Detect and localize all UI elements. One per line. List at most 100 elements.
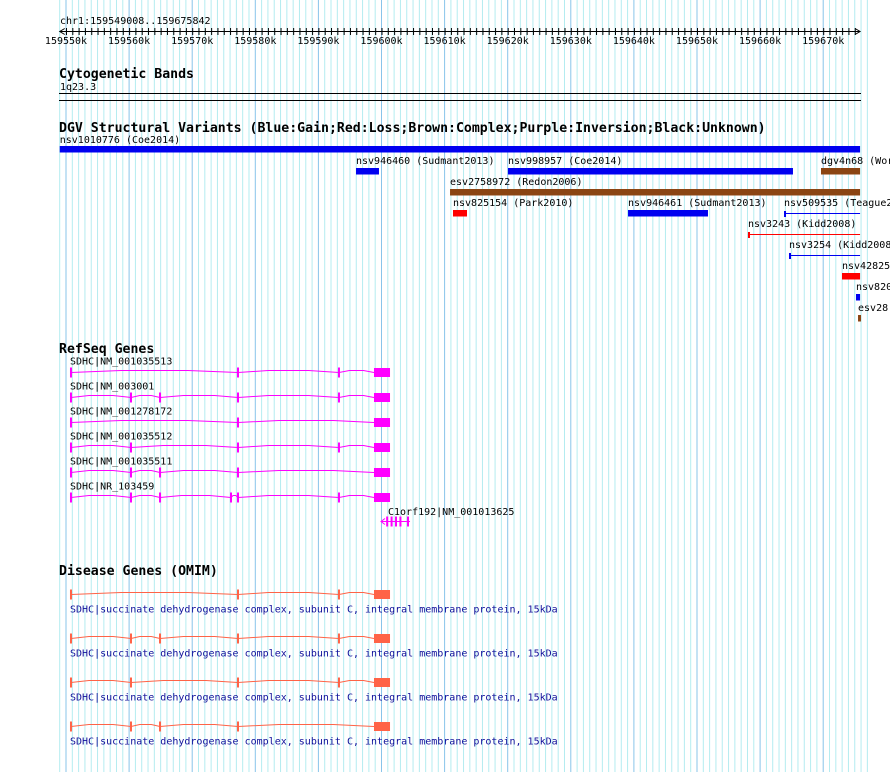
dgv-feature-bar[interactable] <box>356 168 379 175</box>
transcript[interactable] <box>69 442 391 453</box>
ruler-tick-label: 159600k <box>360 36 402 47</box>
dgv-feature-start-mark <box>788 253 791 259</box>
dgv-title: DGV Structural Variants (Blue:Gain;Red:L… <box>59 120 766 136</box>
dgv-feature[interactable]: nsv825154 (Park2010) <box>452 198 573 217</box>
transcript[interactable] <box>69 467 391 478</box>
exon <box>337 392 340 403</box>
exon <box>159 633 162 644</box>
dgv-feature-bar[interactable] <box>842 273 861 280</box>
dgv-feature[interactable]: esv2758972 (Redon2006) <box>450 177 861 196</box>
transcript-label[interactable]: SDHC|NM_001278172 <box>70 407 172 418</box>
intron-line <box>70 724 375 727</box>
transcript[interactable] <box>69 367 391 378</box>
omim-gene-label[interactable]: SDHC|succinate dehydrogenase complex, su… <box>70 649 558 660</box>
exon <box>159 721 162 732</box>
dgv-feature-bar[interactable] <box>59 146 861 153</box>
dgv-feature-bar[interactable] <box>508 168 793 175</box>
ruler-track[interactable]: chr1:159549008..159675842 159550k 159560k… <box>45 16 862 47</box>
dgv-feature[interactable]: nsv3254 (Kidd2008 <box>788 240 890 259</box>
dgv-feature[interactable]: nsv946460 (Sudmant2013) <box>356 156 494 175</box>
transcript[interactable] <box>69 417 391 428</box>
ruler-tick-label: 159670k <box>802 36 844 47</box>
exon <box>129 442 132 453</box>
dgv-feature-bar[interactable] <box>856 294 861 301</box>
dgv-feature-bar[interactable] <box>450 189 861 196</box>
dgv-feature[interactable]: nsv42825 <box>842 261 890 280</box>
ruler-tick-label: 159560k <box>108 36 150 47</box>
dgv-feature[interactable]: esv28 <box>858 303 888 322</box>
dgv-track[interactable]: DGV Structural Variants (Blue:Gain;Red:L… <box>59 120 890 322</box>
dgv-feature[interactable]: nsv998957 (Coe2014) <box>508 156 793 175</box>
exon <box>159 392 162 403</box>
intron-line <box>70 495 375 498</box>
omim-gene[interactable] <box>69 633 391 644</box>
refseq-track[interactable]: RefSeq Genes SDHC|NM_001035513 SDHC|NM_00… <box>59 342 514 527</box>
ruler-left-arrow-icon[interactable] <box>58 28 65 35</box>
exon <box>230 492 233 503</box>
dgv-feature-bar[interactable] <box>820 168 861 175</box>
exon <box>129 677 132 688</box>
dgv-feature-start-mark <box>784 211 787 217</box>
dgv-feature-bar[interactable] <box>452 210 468 217</box>
exon <box>237 633 240 644</box>
exon <box>69 633 72 644</box>
exon <box>129 467 132 478</box>
omim-gene-label[interactable]: SDHC|succinate dehydrogenase complex, su… <box>70 693 558 704</box>
exon <box>395 516 398 527</box>
cytoband-title: Cytogenetic Bands <box>59 66 194 82</box>
exon <box>407 516 410 527</box>
transcript-label[interactable]: SDHC|NM_001035511 <box>70 457 172 468</box>
exon <box>69 367 72 378</box>
intron-line <box>70 592 375 595</box>
exon <box>399 516 402 527</box>
ruler-tick-label: 159650k <box>676 36 718 47</box>
transcript-c1orf192[interactable]: C1orf192|NM_001013625 <box>380 507 514 527</box>
dgv-feature-bar[interactable] <box>858 315 862 322</box>
exon <box>337 367 340 378</box>
omim-title: Disease Genes (OMIM) <box>59 563 218 579</box>
dgv-feature[interactable]: nsv509535 (Teague2 <box>784 198 890 217</box>
cytoband-label: 1q23.3 <box>60 82 96 93</box>
transcript-label[interactable]: C1orf192|NM_001013625 <box>388 507 514 518</box>
dgv-feature[interactable]: nsv946461 (Sudmant2013) <box>628 198 767 217</box>
dgv-feature[interactable]: nsv820 <box>856 282 890 301</box>
last-exon <box>373 678 391 687</box>
transcript-label[interactable]: SDHC|NM_001035512 <box>70 432 172 443</box>
dgv-feature-label: nsv998957 (Coe2014) <box>508 156 622 167</box>
dgv-feature[interactable]: dgv4n68 (Wor <box>820 156 890 175</box>
dgv-feature-label: esv2758972 (Redon2006) <box>450 177 582 188</box>
transcript-label[interactable]: SDHC|NM_001035513 <box>70 357 172 368</box>
omim-track[interactable]: Disease Genes (OMIM) SDHC|succinate dehy… <box>59 563 558 748</box>
exon <box>69 442 72 453</box>
transcript[interactable] <box>69 492 391 503</box>
dgv-feature[interactable]: nsv1010776 (Coe2014) <box>59 135 861 153</box>
omim-gene[interactable] <box>69 677 391 688</box>
exon <box>337 677 340 688</box>
omim-gene[interactable] <box>69 721 391 732</box>
exon <box>69 392 72 403</box>
transcript-label[interactable]: SDHC|NM_003001 <box>70 382 154 393</box>
exon <box>69 589 72 600</box>
intron-line <box>70 420 375 423</box>
ruler-tick-label: 159640k <box>613 36 655 47</box>
omim-gene[interactable] <box>69 589 391 600</box>
dgv-feature-bar[interactable] <box>628 210 708 217</box>
ruler-tick-label: 159610k <box>424 36 466 47</box>
cytoband-track[interactable]: Cytogenetic Bands 1q23.3 <box>59 66 861 101</box>
omim-gene-label[interactable]: SDHC|succinate dehydrogenase complex, su… <box>70 737 558 748</box>
dgv-feature-label: esv28 <box>858 303 888 314</box>
intron-line <box>70 445 375 448</box>
exon <box>69 677 72 688</box>
dgv-feature-label: nsv946461 (Sudmant2013) <box>628 198 766 209</box>
strand-arrow-icon <box>380 518 386 525</box>
exon <box>69 467 72 478</box>
exon <box>237 492 240 503</box>
omim-gene-label[interactable]: SDHC|succinate dehydrogenase complex, su… <box>70 605 558 616</box>
transcript-label[interactable]: SDHC|NR_103459 <box>70 482 154 493</box>
ruler-right-arrow-icon[interactable] <box>854 28 862 35</box>
dgv-feature[interactable]: nsv3243 (Kidd2008) <box>747 219 861 238</box>
transcript[interactable] <box>69 392 391 403</box>
last-exon <box>373 722 391 731</box>
grid-lines <box>59 0 868 772</box>
